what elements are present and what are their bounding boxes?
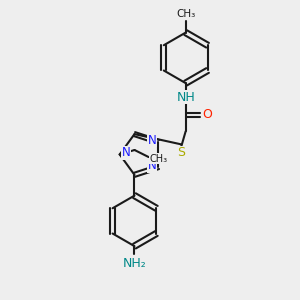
Text: NH₂: NH₂ [123,257,146,270]
Text: N: N [148,134,156,147]
Text: NH: NH [176,91,195,103]
Text: O: O [202,108,212,122]
Text: N: N [122,146,130,160]
Text: S: S [177,146,185,159]
Text: N: N [148,159,156,172]
Text: CH₃: CH₃ [150,154,168,164]
Text: CH₃: CH₃ [176,9,195,19]
